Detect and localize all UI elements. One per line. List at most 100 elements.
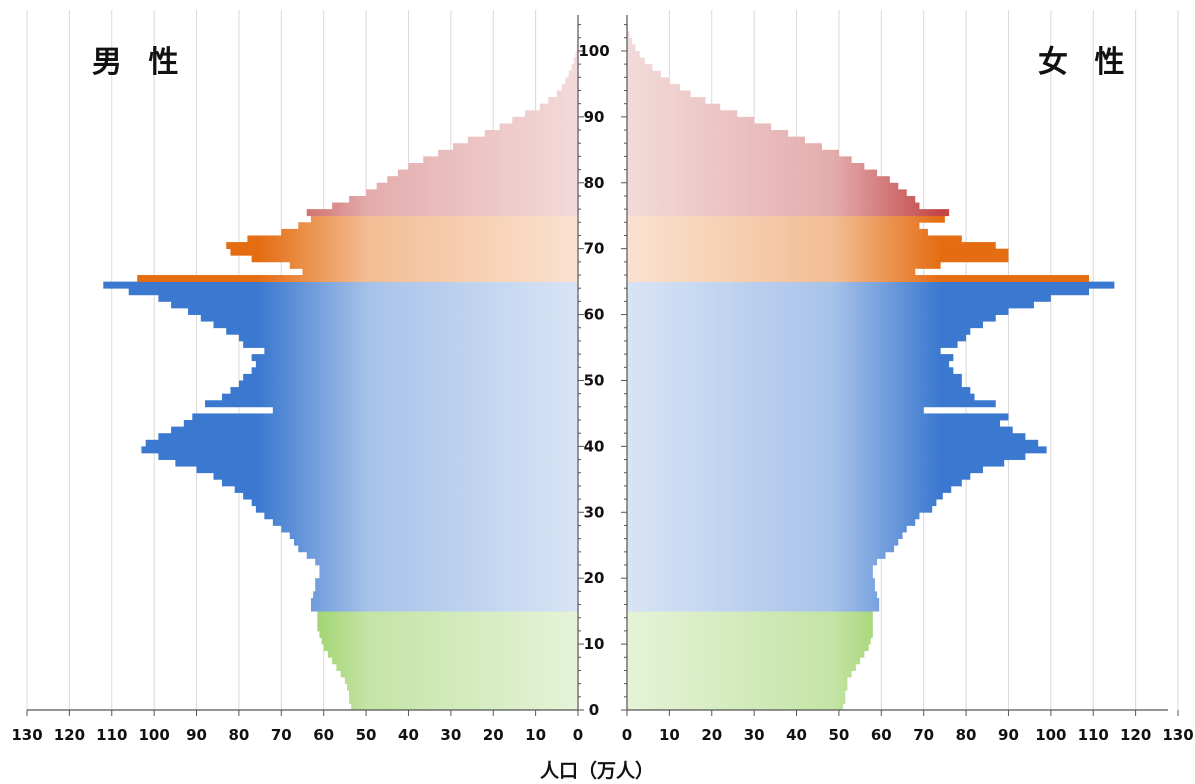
male-bar-age-42 — [171, 426, 578, 434]
female-x-tick-label: 50 — [828, 726, 849, 744]
male-bar-age-94 — [561, 83, 578, 91]
female-bar-age-33 — [627, 485, 952, 493]
age-tick-label: 30 — [584, 503, 605, 521]
male-bar-age-16 — [310, 597, 578, 605]
male-bar-age-63 — [128, 288, 578, 296]
female-bar-age-30 — [627, 505, 933, 513]
male-bar-age-76 — [332, 202, 578, 210]
female-x-tick-label: 90 — [998, 726, 1019, 744]
male-bar-age-47 — [221, 393, 578, 401]
male-bar-age-8 — [327, 650, 578, 658]
female-bar-age-21 — [627, 565, 873, 572]
male-x-tick-label: 60 — [313, 726, 334, 744]
male-bar-age-87 — [484, 130, 578, 138]
female-bar-age-24 — [627, 545, 895, 553]
male-x-tick-label: 120 — [54, 726, 85, 744]
female-x-tick-label: 0 — [622, 726, 632, 744]
female-bar-age-13 — [627, 617, 873, 625]
male-bar-age-73 — [298, 222, 578, 230]
female-bar-age-17 — [627, 591, 878, 599]
age-tick-label-bg — [584, 436, 620, 455]
age-tick-label-bg — [584, 106, 620, 125]
male-bar-age-66 — [302, 268, 578, 276]
female-bar-age-39 — [627, 446, 1047, 454]
male-bar-age-78 — [366, 189, 578, 197]
male-x-tick-label: 10 — [525, 726, 546, 744]
male-bar-age-39 — [141, 446, 578, 454]
age-tick-label-bg — [584, 370, 620, 389]
male-bar-age-69 — [230, 248, 578, 256]
male-bar-age-84 — [438, 149, 578, 157]
female-bar-age-29 — [627, 512, 920, 520]
male-bar-age-2 — [349, 690, 578, 698]
male-bar-age-37 — [175, 459, 578, 467]
female-x-tick-label: 120 — [1120, 726, 1151, 744]
age-tick-label: 60 — [584, 306, 605, 324]
male-x-tick-label: 30 — [440, 726, 461, 744]
male-bar-age-29 — [264, 512, 578, 520]
male-bar-age-38 — [158, 452, 578, 460]
male-bar-age-96 — [568, 70, 578, 78]
male-bar-age-44 — [192, 413, 579, 421]
age-tick-label-bg — [584, 40, 620, 59]
male-bar-age-95 — [565, 77, 578, 85]
male-bar-age-14 — [317, 611, 578, 619]
x-axis-label: 人口（万人） — [540, 759, 654, 782]
male-bar-age-36 — [196, 466, 579, 474]
female-bar-age-43 — [627, 420, 1000, 428]
male-bar-age-75 — [306, 209, 578, 217]
female-bar-age-62 — [627, 294, 1051, 302]
male-bar-age-6 — [336, 663, 578, 671]
age-tick-label-bg — [584, 700, 620, 718]
female-bar-age-95 — [627, 77, 670, 85]
female-bar-age-57 — [627, 327, 971, 335]
female-bar-age-73 — [627, 222, 920, 230]
female-bar-age-60 — [627, 307, 1009, 315]
male-bar-age-28 — [272, 518, 578, 526]
male-bar-age-99 — [575, 50, 578, 58]
male-bar-age-98 — [573, 57, 578, 65]
female-bar-age-40 — [627, 439, 1039, 447]
male-bar-age-80 — [387, 176, 578, 184]
female-bar-age-25 — [627, 538, 899, 546]
female-bar-age-28 — [627, 518, 916, 526]
age-tick-label: 90 — [584, 108, 605, 126]
female-bar-age-23 — [627, 551, 886, 559]
male-bar-age-1 — [349, 696, 578, 704]
female-bar-age-16 — [627, 597, 880, 605]
female-bar-age-37 — [627, 459, 1005, 467]
female-bar-age-84 — [627, 149, 839, 157]
male-bar-age-33 — [234, 485, 578, 493]
female-bar-age-96 — [627, 70, 661, 78]
male-bar-age-55 — [243, 340, 578, 348]
female-bar-age-49 — [627, 380, 962, 388]
male-bar-age-60 — [188, 307, 579, 315]
male-bar-age-5 — [340, 670, 578, 678]
female-bar-age-1 — [627, 696, 846, 704]
female-bar-age-82 — [627, 162, 865, 170]
male-bar-age-24 — [298, 545, 578, 553]
male-bar-age-50 — [243, 373, 578, 381]
age-tick-label: 0 — [589, 701, 599, 719]
male-bar-age-97 — [571, 64, 578, 72]
male-bar-age-31 — [251, 499, 578, 507]
female-bar-age-12 — [627, 624, 873, 632]
female-bar-age-91 — [627, 103, 721, 111]
male-bar-age-58 — [213, 321, 578, 329]
female-x-tick-label: 110 — [1078, 726, 1109, 744]
female-bar-age-50 — [627, 373, 962, 381]
male-x-tick-label: 50 — [356, 726, 377, 744]
female-bar-age-88 — [627, 123, 772, 131]
male-bar-age-26 — [289, 532, 578, 540]
age-tick-label-bg — [584, 172, 620, 191]
male-bar-age-12 — [317, 624, 578, 632]
male-bar-age-7 — [332, 657, 578, 665]
female-bar-age-85 — [627, 143, 822, 151]
female-bar-age-46 — [627, 400, 996, 408]
female-bar-age-20 — [627, 571, 873, 579]
male-bar-age-23 — [306, 551, 578, 559]
male-bar-age-46 — [205, 400, 578, 408]
male-x-tick-label: 70 — [271, 726, 292, 744]
female-bar-age-58 — [627, 321, 984, 329]
age-tick-label: 80 — [584, 174, 605, 192]
